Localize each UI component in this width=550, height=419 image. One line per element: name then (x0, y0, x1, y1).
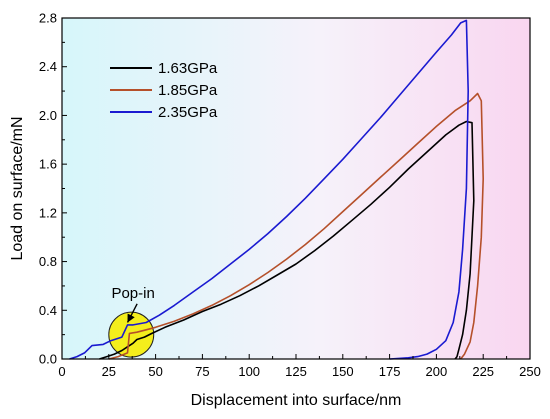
x-tick-label: 175 (379, 364, 401, 379)
y-axis-title: Load on surface/mN (9, 116, 26, 260)
series-line-0 (99, 120, 475, 360)
legend-label-2: 2.35GPa (158, 104, 218, 121)
plot-background (62, 18, 530, 359)
x-tick-label: 225 (472, 364, 494, 379)
x-tick-label: 100 (238, 364, 260, 379)
y-tick-label: 0.8 (39, 254, 57, 269)
x-tick-label: 75 (195, 364, 209, 379)
legend-label-1: 1.85GPa (158, 82, 218, 99)
y-tick-label: 0.4 (39, 303, 57, 318)
x-tick-label: 50 (148, 364, 162, 379)
x-tick-label: 150 (332, 364, 354, 379)
y-tick-label: 2.8 (39, 11, 57, 26)
pop-in-arrow-head (127, 313, 135, 323)
series-line-1 (108, 92, 485, 360)
y-tick-label: 2.0 (39, 108, 57, 123)
x-tick-label: 125 (285, 364, 307, 379)
series-line-2 (69, 19, 470, 360)
y-tick-label: 1.6 (39, 157, 57, 172)
y-tick-label: 2.4 (39, 59, 57, 74)
x-tick-label: 25 (102, 364, 116, 379)
x-tick-label: 200 (426, 364, 448, 379)
pop-in-label: Pop-in (111, 285, 154, 302)
y-tick-label: 1.2 (39, 205, 57, 220)
x-axis-title: Displacement into surface/nm (191, 392, 402, 409)
x-tick-label: 250 (519, 364, 541, 379)
y-tick-label: 0.0 (39, 352, 57, 367)
legend-label-0: 1.63GPa (158, 60, 218, 77)
x-tick-label: 0 (58, 364, 65, 379)
